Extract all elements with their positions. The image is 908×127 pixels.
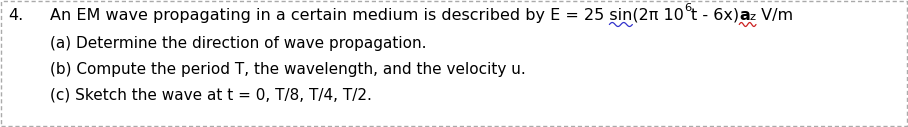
Text: An EM wave propagating in a certain medium is described by E = 25 sin(2π 10: An EM wave propagating in a certain medi… [50, 8, 684, 23]
Text: 6: 6 [684, 3, 691, 13]
Text: t - 6x): t - 6x) [691, 8, 739, 23]
Text: (c) Sketch the wave at t = 0, T/8, T/4, T/2.: (c) Sketch the wave at t = 0, T/8, T/4, … [50, 88, 372, 103]
Text: (a) Determine the direction of wave propagation.: (a) Determine the direction of wave prop… [50, 36, 427, 51]
Text: 4.: 4. [8, 8, 24, 23]
Text: An EM wave propagating in a certain medium is described by E = 25 sin: An EM wave propagating in a certain medi… [50, 8, 632, 23]
Text: z: z [750, 12, 756, 22]
Text: (b) Compute the period T, the wavelength, and the velocity u.: (b) Compute the period T, the wavelength… [50, 62, 526, 77]
Text: An EM wave propagating in a certain medium is described by E = 25: An EM wave propagating in a certain medi… [50, 8, 609, 23]
Text: V/m: V/m [756, 8, 793, 23]
Text: a: a [739, 8, 750, 23]
